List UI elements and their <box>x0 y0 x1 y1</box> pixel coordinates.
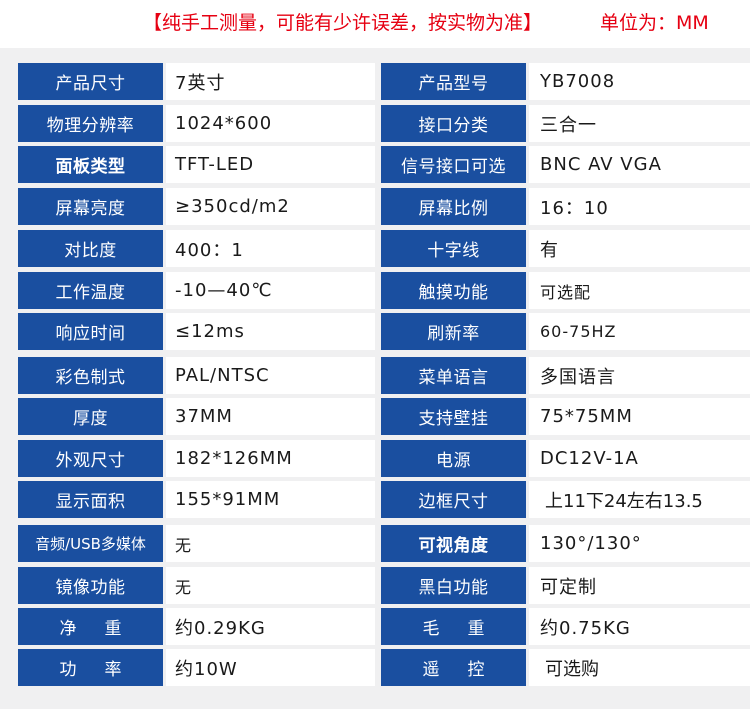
spec-value: ≤12ms <box>166 313 375 350</box>
spec-label: 产品尺寸 <box>18 63 163 100</box>
spec-label: 黑白功能 <box>381 567 526 604</box>
spec-value: 155*91MM <box>166 481 375 518</box>
spec-value: BNC AV VGA <box>529 146 750 183</box>
spec-label: 十字线 <box>381 230 526 267</box>
spec-label: 接口分类 <box>381 105 526 142</box>
spec-value: 1024*600 <box>166 105 375 142</box>
spec-value: 130°/130° <box>529 525 750 562</box>
spec-row: 功率 约10W 遥控 可选购 <box>0 649 750 686</box>
spec-row: 显示面积 155*91MM 边框尺寸 上11下24左右13.5 <box>0 481 750 518</box>
spec-value: 上11下24左右13.5 <box>529 481 750 518</box>
spec-label: 触摸功能 <box>381 272 526 309</box>
spec-row: 面板类型 TFT-LED 信号接口可选 BNC AV VGA <box>0 146 750 183</box>
spec-label: 显示面积 <box>18 481 163 518</box>
spec-value: 无 <box>166 525 375 562</box>
spec-value: 三合一 <box>529 105 750 142</box>
spec-label: 信号接口可选 <box>381 146 526 183</box>
spec-label: 厚度 <box>18 398 163 435</box>
spec-label: 彩色制式 <box>18 357 163 394</box>
measurement-notice: 【纯手工测量，可能有少许误差，按实物为准】 <box>143 12 543 34</box>
spec-value: 75*75MM <box>529 398 750 435</box>
spec-label: 响应时间 <box>18 313 163 350</box>
spec-value: DC12V-1A <box>529 440 750 477</box>
spec-value: 无 <box>166 567 375 604</box>
spec-label: 刷新率 <box>381 313 526 350</box>
spec-row: 物理分辨率 1024*600 接口分类 三合一 <box>0 105 750 142</box>
spec-value: 可选购 <box>529 649 750 686</box>
spec-row: 彩色制式 PAL/NTSC 菜单语言 多国语言 <box>0 357 750 394</box>
spec-value: 约0.75KG <box>529 608 750 645</box>
spec-value: PAL/NTSC <box>166 357 375 394</box>
spec-label: 工作温度 <box>18 272 163 309</box>
spec-label: 可视角度 <box>381 525 526 562</box>
spec-label: 屏幕比例 <box>381 188 526 225</box>
spec-row: 音频/USB多媒体 无 可视角度 130°/130° <box>0 525 750 562</box>
spec-value: 多国语言 <box>529 357 750 394</box>
unit-note: 单位为：MM <box>600 12 709 34</box>
spec-label: 物理分辨率 <box>18 105 163 142</box>
spec-label: 功率 <box>18 649 163 686</box>
spec-row: 厚度 37MM 支持壁挂 75*75MM <box>0 398 750 435</box>
spec-value: -10—40℃ <box>166 272 375 309</box>
spec-value: TFT-LED <box>166 146 375 183</box>
spec-value: 有 <box>529 230 750 267</box>
spec-value: 400：1 <box>166 230 375 267</box>
spec-row: 产品尺寸 7英寸 产品型号 YB7008 <box>0 63 750 100</box>
spec-row: 镜像功能 无 黑白功能 可定制 <box>0 567 750 604</box>
spec-label: 支持壁挂 <box>381 398 526 435</box>
spec-value: 37MM <box>166 398 375 435</box>
spec-label: 边框尺寸 <box>381 481 526 518</box>
spec-row: 工作温度 -10—40℃ 触摸功能 可选配 <box>0 272 750 309</box>
spec-label: 音频/USB多媒体 <box>18 525 163 562</box>
spec-row: 响应时间 ≤12ms 刷新率 60-75HZ <box>0 313 750 350</box>
spec-label: 对比度 <box>18 230 163 267</box>
spec-label: 面板类型 <box>18 146 163 183</box>
spec-value: 约10W <box>166 649 375 686</box>
spec-label: 电源 <box>381 440 526 477</box>
spec-row: 屏幕亮度 ≥350cd/m2 屏幕比例 16：10 <box>0 188 750 225</box>
spec-value: 约0.29KG <box>166 608 375 645</box>
spec-label: 净重 <box>18 608 163 645</box>
spec-row: 对比度 400：1 十字线 有 <box>0 230 750 267</box>
spec-value: ≥350cd/m2 <box>166 188 375 225</box>
spec-value: 60-75HZ <box>529 313 750 350</box>
spec-row: 外观尺寸 182*126MM 电源 DC12V-1A <box>0 440 750 477</box>
spec-row: 净重 约0.29KG 毛重 约0.75KG <box>0 608 750 645</box>
spec-value: 182*126MM <box>166 440 375 477</box>
spec-label: 外观尺寸 <box>18 440 163 477</box>
spec-value: YB7008 <box>529 63 750 100</box>
spec-label: 镜像功能 <box>18 567 163 604</box>
header-bar: 【纯手工测量，可能有少许误差，按实物为准】 单位为：MM <box>0 0 750 48</box>
spec-value: 可选配 <box>529 272 750 309</box>
spec-value: 16：10 <box>529 188 750 225</box>
spec-label: 遥控 <box>381 649 526 686</box>
spec-label: 产品型号 <box>381 63 526 100</box>
spec-label: 屏幕亮度 <box>18 188 163 225</box>
spec-value: 7英寸 <box>166 63 375 100</box>
spec-label: 菜单语言 <box>381 357 526 394</box>
spec-label: 毛重 <box>381 608 526 645</box>
spec-value: 可定制 <box>529 567 750 604</box>
